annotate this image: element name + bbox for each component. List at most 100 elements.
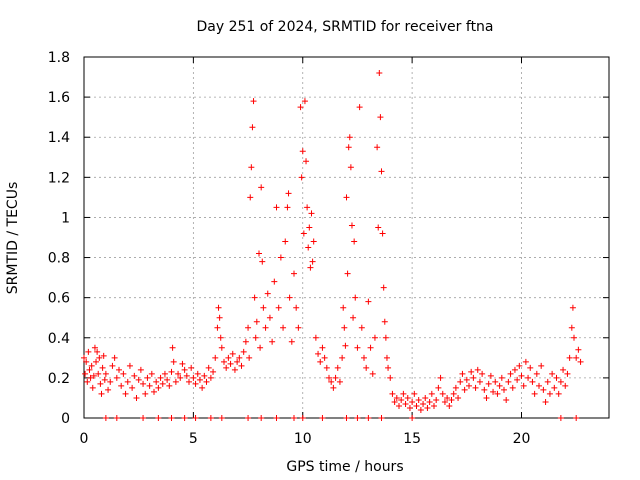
data-point	[348, 222, 355, 229]
data-point	[252, 334, 259, 341]
data-point	[428, 390, 435, 397]
data-point	[102, 370, 109, 377]
data-point	[111, 354, 118, 361]
data-point	[288, 338, 295, 345]
data-point	[140, 380, 147, 387]
data-point	[483, 394, 490, 401]
data-point	[352, 294, 359, 301]
data-point	[514, 376, 521, 383]
data-point	[409, 398, 416, 405]
data-point	[490, 388, 497, 395]
data-point	[361, 354, 367, 361]
data-point	[88, 362, 95, 369]
data-point	[217, 334, 224, 341]
data-point	[153, 378, 160, 385]
data-point	[375, 224, 382, 231]
data-point	[376, 70, 383, 77]
data-point	[286, 294, 293, 301]
data-point	[215, 304, 222, 311]
y-tick-label: 1	[61, 210, 70, 226]
data-point	[168, 415, 175, 421]
data-point	[109, 362, 116, 369]
data-point	[218, 415, 225, 421]
data-point	[99, 364, 106, 371]
data-point	[365, 415, 372, 421]
data-point	[307, 264, 314, 271]
data-point	[275, 304, 282, 311]
chart-title: Day 251 of 2024, SRMTID for receiver ftn…	[196, 19, 493, 35]
data-point	[303, 158, 310, 165]
data-point	[568, 324, 575, 331]
data-point	[221, 358, 227, 365]
data-point	[330, 384, 337, 391]
y-tick-label: 1.4	[48, 130, 70, 146]
data-point	[573, 354, 580, 361]
data-point	[496, 382, 503, 389]
data-point	[301, 98, 308, 105]
data-point	[446, 402, 453, 409]
data-point	[363, 364, 370, 371]
data-point	[238, 362, 245, 369]
y-tick-label: 1.6	[48, 90, 70, 106]
data-point	[229, 350, 236, 357]
data-point	[492, 378, 499, 385]
data-point	[391, 398, 398, 405]
data-point	[396, 402, 402, 409]
data-point	[297, 104, 304, 111]
data-point	[240, 348, 247, 355]
data-point	[271, 278, 278, 285]
data-point	[113, 415, 120, 421]
data-point	[126, 362, 133, 369]
data-point	[84, 378, 91, 385]
data-point	[444, 394, 451, 401]
y-tick-label: 0.8	[48, 251, 70, 267]
y-tick-label: 0.4	[48, 331, 70, 347]
data-point	[86, 366, 93, 373]
data-points	[81, 70, 584, 421]
data-point	[518, 372, 525, 379]
data-point	[291, 415, 297, 421]
data-point	[341, 324, 348, 331]
data-point	[463, 376, 470, 383]
data-point	[328, 378, 335, 385]
data-point	[494, 390, 501, 397]
data-point	[242, 338, 249, 345]
data-point	[83, 358, 90, 365]
data-point	[159, 380, 166, 387]
data-point	[175, 370, 182, 377]
data-point	[248, 164, 255, 171]
data-point	[236, 354, 243, 361]
data-point	[227, 360, 234, 367]
data-point	[400, 390, 407, 397]
data-point	[247, 194, 254, 201]
data-point	[309, 258, 316, 265]
data-point	[218, 344, 225, 351]
data-point	[306, 224, 313, 231]
data-point	[319, 415, 326, 421]
data-point	[562, 382, 569, 389]
data-point	[257, 344, 264, 351]
data-point	[155, 384, 162, 391]
data-point	[169, 344, 176, 351]
data-point	[81, 354, 87, 361]
data-point	[415, 396, 422, 403]
data-point	[457, 378, 464, 385]
data-point	[105, 386, 112, 393]
y-tick-label: 1.8	[48, 50, 70, 66]
data-point	[385, 364, 392, 371]
data-point	[87, 374, 94, 381]
data-point	[485, 380, 492, 387]
data-point	[194, 370, 201, 377]
data-point	[266, 314, 273, 321]
data-point	[448, 396, 455, 403]
data-point	[470, 374, 477, 381]
data-point	[245, 415, 252, 421]
data-point	[315, 350, 322, 357]
data-point	[450, 390, 457, 397]
data-point	[346, 134, 353, 141]
data-point	[97, 380, 104, 387]
y-tick-label: 0	[61, 411, 70, 427]
data-point	[118, 382, 125, 389]
data-point	[569, 304, 576, 311]
y-tick-label: 0.6	[48, 291, 70, 307]
